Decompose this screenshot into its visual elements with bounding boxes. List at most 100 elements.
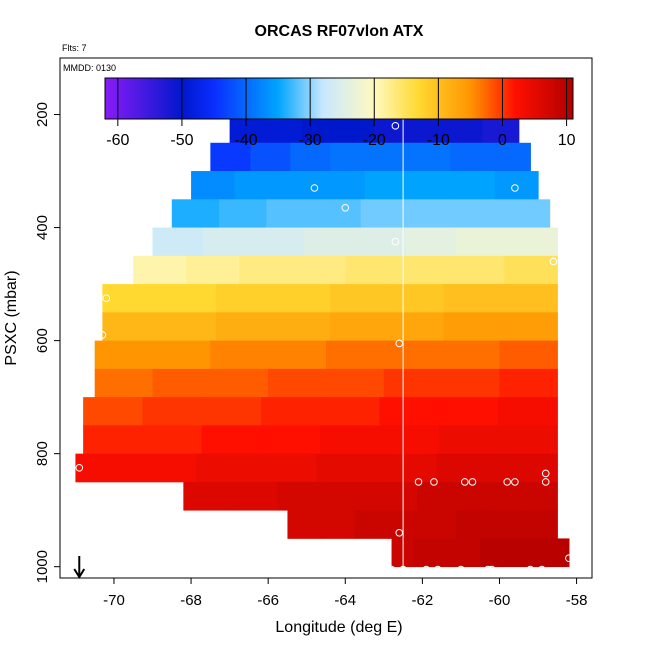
heatmap-cell: [500, 284, 558, 313]
observation-point: [387, 565, 396, 574]
observation-point: [391, 237, 400, 246]
heatmap-cell: [216, 312, 274, 342]
heatmap-cell: [102, 312, 160, 342]
heatmap-cell: [320, 397, 381, 426]
heatmap-cell: [386, 284, 445, 313]
heatmap-cell: [326, 340, 385, 370]
heatmap-cell: [135, 453, 197, 483]
heatmap-cell: [497, 453, 558, 483]
heatmap-cell: [438, 397, 499, 426]
heatmap-cell: [345, 255, 399, 285]
observation-point: [484, 565, 492, 574]
heatmap-cell: [272, 284, 331, 313]
observation-point: [310, 184, 319, 192]
colorbar-tick-label: 0: [498, 132, 507, 149]
heatmap-cell: [480, 538, 503, 568]
heatmap-cell: [417, 481, 465, 511]
heatmap-cell: [287, 510, 322, 539]
heatmap-cell: [523, 510, 558, 539]
observation-point: [541, 469, 550, 478]
x-axis-label: Longitude (deg E): [275, 619, 402, 636]
x-tick-label: -62: [412, 592, 434, 609]
heatmap-cell: [383, 368, 443, 398]
heatmap-cell: [321, 510, 356, 539]
chart-title: ORCAS RF07vlon ATX: [255, 23, 424, 40]
x-tick-label: -60: [489, 592, 511, 609]
heatmap-cell: [201, 425, 262, 455]
heatmap-cell: [186, 255, 240, 285]
x-tick-label: -66: [257, 592, 279, 609]
heatmap-cell: [171, 199, 220, 228]
heatmap-cell: [456, 227, 508, 257]
heatmap-cell: [443, 284, 502, 313]
mmdd-label: MMDD: 0130: [63, 63, 116, 73]
observation-point: [395, 528, 404, 537]
heatmap-cell: [502, 538, 526, 568]
heatmap-cell: [210, 368, 269, 398]
heatmap-cell: [435, 538, 459, 568]
heatmap-cell: [195, 453, 257, 483]
heatmap-cell: [83, 425, 143, 455]
heatmap-cell: [546, 538, 570, 568]
observation-point: [511, 478, 519, 486]
heatmap-cell: [266, 199, 315, 228]
heatmap-cell: [234, 171, 279, 200]
heatmap-cell: [260, 425, 321, 455]
heatmap-cell: [498, 397, 558, 426]
heatmap-cell: [456, 510, 491, 539]
heatmap-cell: [489, 510, 525, 539]
observation-point: [549, 257, 558, 266]
heatmap-cell: [504, 255, 558, 285]
x-tick-label: -70: [103, 592, 125, 609]
heatmap-cell: [191, 171, 236, 200]
heatmap-cell: [463, 481, 512, 511]
colorbar-tick-label: -10: [427, 132, 450, 149]
flights-label: Flts: 7: [62, 43, 87, 53]
observation-point: [399, 565, 407, 574]
heatmap-cell: [441, 368, 501, 398]
heatmap-cell: [210, 142, 251, 172]
colorbar: [104, 77, 574, 120]
colorbar-ticks: -60 -50 -40 -30 -20 -10 0 10: [106, 78, 576, 149]
heatmap-cell: [364, 171, 409, 200]
observation-point: [75, 463, 84, 472]
heatmap-cell: [268, 340, 327, 370]
colorbar-tick-label: 10: [558, 132, 576, 149]
observation-point: [102, 294, 111, 303]
heatmap-cells: [75, 86, 570, 568]
observation-point: [414, 478, 423, 486]
heatmap-cell: [239, 255, 293, 285]
heatmap-cell: [354, 510, 390, 539]
observation-point: [434, 565, 442, 574]
heatmap-cell: [83, 397, 143, 426]
observation-point: [538, 565, 546, 574]
heatmap-cell: [142, 425, 203, 455]
heatmap-cell: [219, 199, 267, 228]
heatmap-cell: [398, 255, 452, 285]
heatmap-cell: [201, 397, 262, 426]
observation-point: [422, 565, 431, 574]
down-arrow-icon: [73, 556, 86, 579]
heatmap-cell: [407, 171, 452, 200]
y-axis: 200 400 600 800 1000: [34, 102, 60, 583]
observation-point: [541, 478, 550, 486]
colorbar-tick-label: -40: [234, 132, 257, 149]
observation-point: [468, 478, 477, 486]
heatmap-cell: [277, 171, 322, 200]
heatmap-cell: [102, 284, 160, 313]
heatmap-cell: [230, 481, 278, 511]
heatmap-cell: [413, 538, 437, 568]
heatmap-cell: [152, 227, 204, 257]
heatmap-cell: [490, 142, 531, 172]
heatmap-cell: [506, 227, 558, 257]
heatmap-cell: [276, 481, 325, 511]
heatmap-cell: [524, 538, 548, 568]
heatmap-cell: [405, 227, 457, 257]
colorbar-tick-label: -60: [106, 132, 129, 149]
heatmap-cell: [360, 199, 409, 228]
heatmap-cell: [438, 425, 499, 455]
heatmap-cell: [388, 510, 423, 539]
heatmap-cell: [203, 227, 255, 257]
